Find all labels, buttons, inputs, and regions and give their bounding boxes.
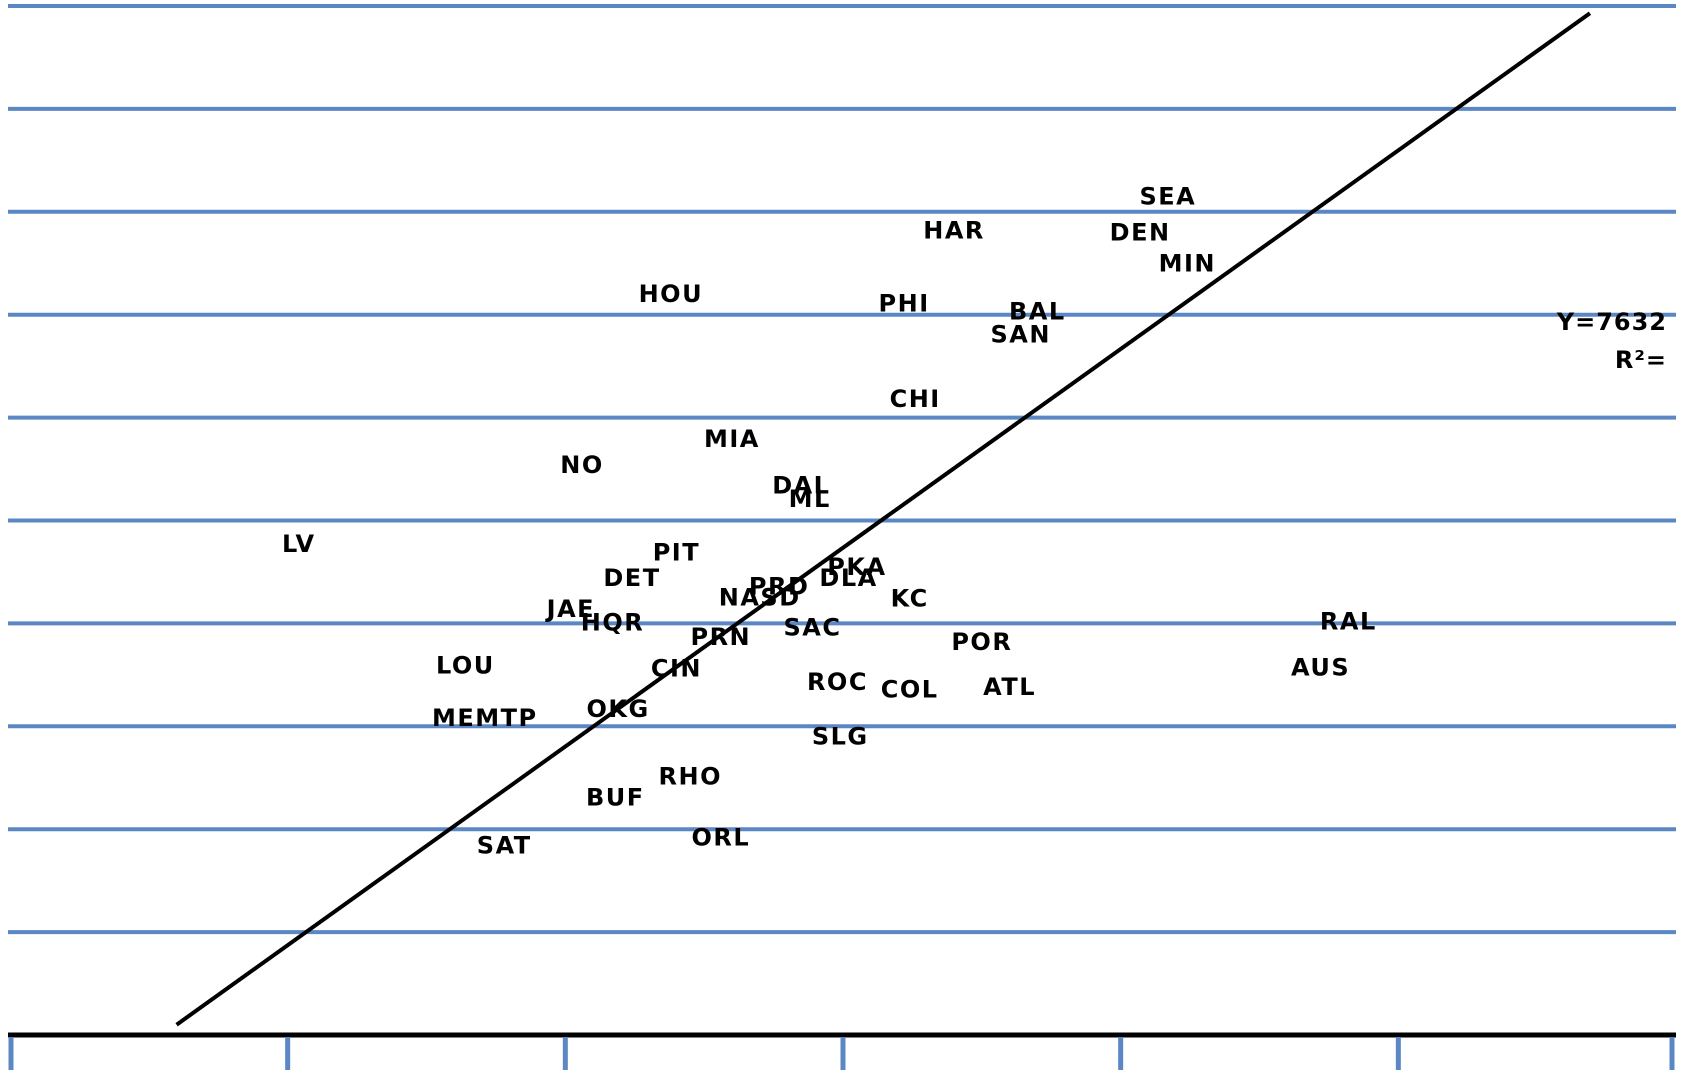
trendline (175, 11, 1592, 1027)
point-label-phi: PHI (879, 289, 930, 317)
point-label-slg: SLG (812, 723, 869, 751)
point-label-lou: LOU (436, 652, 495, 680)
point-label-roc: ROC (807, 668, 868, 696)
point-label-aus: AUS (1291, 654, 1350, 682)
gridlines (8, 4, 1676, 935)
point-label-chi: CHI (890, 385, 941, 413)
point-label-har: HAR (923, 216, 985, 244)
point-label-sea: SEA (1139, 182, 1196, 210)
point-label-memtp: MEMTP (432, 704, 538, 732)
point-label-min: MIN (1159, 249, 1216, 277)
point-label-sat: SAT (477, 832, 532, 860)
x-axis (8, 1032, 1676, 1070)
point-label-dla: DLA (819, 564, 877, 592)
point-label-rho: RHO (659, 763, 722, 791)
point-label-ral: RAL (1320, 607, 1377, 635)
point-label-pka: PKA (827, 553, 886, 581)
trendline-equation: Y=7632 R²= (1556, 308, 1667, 374)
point-label-sac: SAC (783, 614, 841, 642)
point-label-por: POR (951, 628, 1012, 656)
point-label-cin: CIN (651, 655, 702, 683)
point-label-no: NO (560, 451, 604, 479)
point-label-lv: LV (282, 530, 316, 558)
point-label-prn: PRN (690, 623, 751, 651)
point-label-okg: OKG (586, 695, 649, 723)
point-label-orl: ORL (691, 823, 750, 851)
point-label-dal: DAL (772, 472, 830, 500)
point-label-den: DEN (1110, 218, 1171, 246)
point-label-atl: ATL (983, 673, 1036, 701)
point-label-pit: PIT (653, 538, 700, 566)
point-label-nasd: NASD (719, 584, 801, 612)
trendline-group (175, 11, 1592, 1027)
point-label-det: DET (603, 564, 660, 592)
point-label-col: COL (881, 675, 939, 703)
point-label-san: SAN (990, 320, 1050, 348)
point-label-hou: HOU (639, 280, 703, 308)
point-label-kc: KC (891, 585, 929, 613)
equation-line-2: R²= (1615, 346, 1667, 374)
point-label-mia: MIA (704, 425, 760, 453)
equation-line-1: Y=7632 (1556, 308, 1667, 336)
point-label-bal: BAL (1009, 298, 1066, 326)
point-label-hqr: HQR (581, 608, 644, 636)
point-label-prd: PRD (749, 572, 810, 600)
point-label-ml: ML (789, 485, 831, 513)
point-label-jae: JAE (545, 595, 595, 623)
point-label-buf: BUF (586, 783, 645, 811)
